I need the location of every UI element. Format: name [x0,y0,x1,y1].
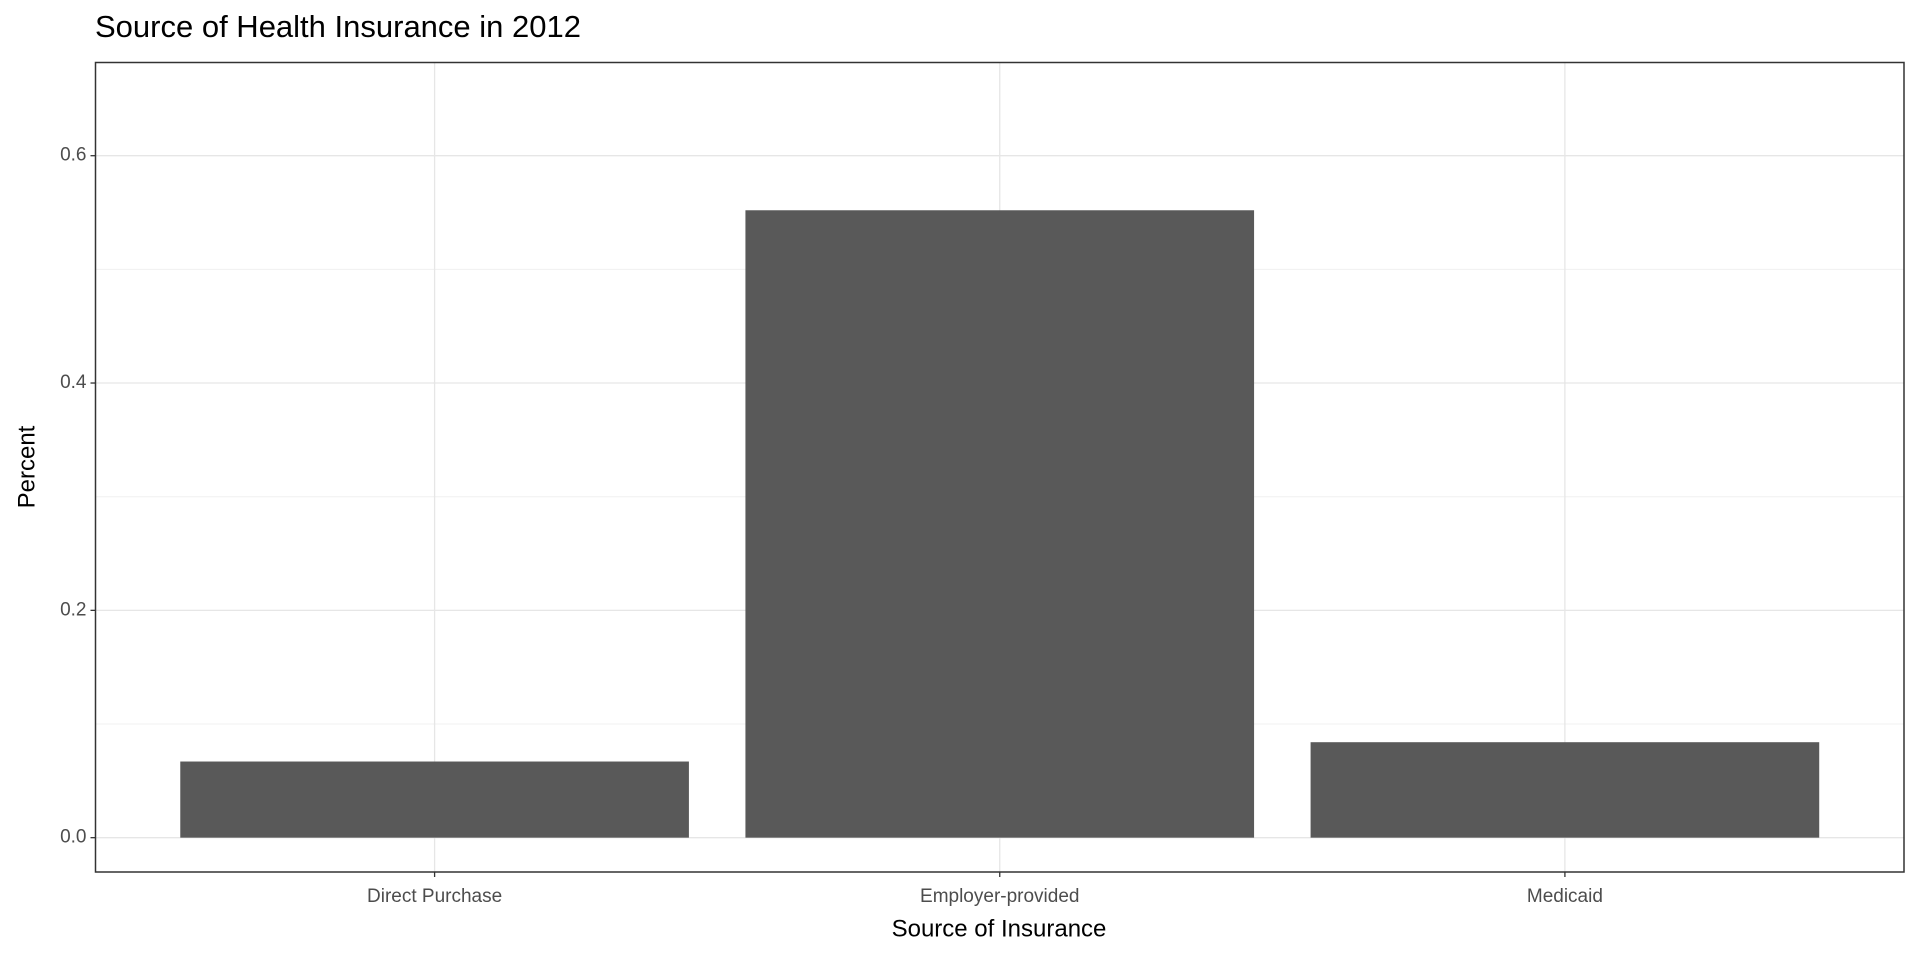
y-tick-label: 0.2 [60,599,86,620]
chart-title: Source of Health Insurance in 2012 [95,9,581,44]
x-tick-label: Direct Purchase [367,886,502,907]
bar [745,210,1255,838]
x-tick-label: Employer-provided [920,886,1079,907]
panel-border [94,61,1905,873]
bar [1310,742,1820,838]
y-tick-label: 0.0 [60,827,86,848]
y-axis-title: Percent [13,425,40,508]
bar [180,761,689,838]
x-tick-label: Medicaid [1527,886,1603,907]
y-tick-label: 0.6 [60,145,86,166]
x-axis-title: Source of Insurance [892,915,1107,942]
y-tick-label: 0.4 [60,372,87,393]
